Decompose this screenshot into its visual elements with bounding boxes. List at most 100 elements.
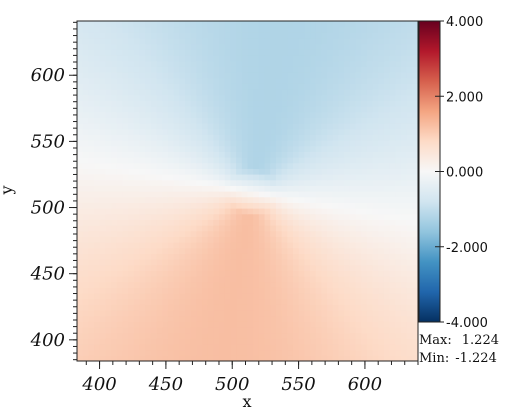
heatmap-cell <box>88 38 95 45</box>
heatmap-cell <box>292 236 300 243</box>
heatmap-cell <box>111 21 118 28</box>
heatmap-cell <box>395 77 402 84</box>
heatmap-cell <box>321 66 328 73</box>
heatmap-cell <box>105 21 112 28</box>
heatmap-cell <box>310 338 317 345</box>
heatmap-cell <box>167 32 175 39</box>
heatmap-cell <box>344 264 351 271</box>
heatmap-cell <box>94 253 101 260</box>
heatmap-cell <box>139 264 146 271</box>
heatmap-cell <box>344 32 351 39</box>
heatmap-cell <box>105 60 112 67</box>
heatmap-cell <box>133 106 141 113</box>
heatmap-cell <box>241 344 249 351</box>
heatmap-cell <box>372 270 379 277</box>
heatmap-cell <box>372 281 379 288</box>
heatmap-cell <box>332 128 340 135</box>
heatmap-cell <box>77 298 84 305</box>
heatmap-cell <box>412 72 418 79</box>
heatmap-cell <box>77 253 84 260</box>
heatmap-cell <box>258 38 266 45</box>
heatmap-cell <box>395 128 402 135</box>
heatmap-cell <box>128 83 135 90</box>
heatmap-cell <box>196 270 203 277</box>
heatmap-cell <box>383 253 391 260</box>
heatmap-cell <box>122 225 129 232</box>
heatmap-cell <box>383 304 391 311</box>
heatmap-cell <box>366 151 374 158</box>
heatmap-cell <box>292 89 300 96</box>
heatmap-cell <box>378 213 385 220</box>
heatmap-cell <box>82 315 89 322</box>
heatmap-cell <box>247 315 254 322</box>
heatmap-cell <box>202 111 209 118</box>
heatmap-cell <box>150 208 158 215</box>
heatmap-cell <box>94 128 101 135</box>
heatmap-cell <box>162 230 169 237</box>
heatmap-cell <box>224 21 232 28</box>
heatmap-cell <box>258 179 266 186</box>
heatmap-cell <box>133 179 141 186</box>
heatmap-cell <box>355 259 362 266</box>
heatmap-cell <box>412 162 418 169</box>
heatmap-cell <box>383 242 391 249</box>
heatmap-cell <box>116 242 124 249</box>
heatmap-cell <box>139 349 146 356</box>
heatmap-cell <box>94 191 101 198</box>
heatmap-cell <box>372 162 379 169</box>
heatmap-cell <box>400 145 408 152</box>
heatmap-cell <box>315 344 322 351</box>
heatmap-cell <box>111 26 118 33</box>
heatmap-cell <box>99 304 107 311</box>
heatmap-cell <box>247 230 254 237</box>
heatmap-cell <box>230 66 237 73</box>
heatmap-cell <box>344 117 351 124</box>
heatmap-cell <box>133 304 141 311</box>
heatmap-cell <box>145 208 152 215</box>
heatmap-cell <box>213 106 220 113</box>
heatmap-cell <box>292 287 300 294</box>
heatmap-cell <box>94 242 101 249</box>
heatmap-cell <box>133 123 141 130</box>
heatmap-cell <box>412 315 418 322</box>
heatmap-cell <box>349 247 357 254</box>
heatmap-cell <box>122 83 129 90</box>
heatmap-cell <box>258 60 266 67</box>
heatmap-cell <box>264 134 271 141</box>
heatmap-cell <box>230 89 237 96</box>
heatmap-cell <box>139 83 146 90</box>
heatmap-cell <box>327 32 334 39</box>
heatmap-cell <box>241 202 249 209</box>
heatmap-cell <box>111 185 118 192</box>
heatmap-cell <box>241 310 249 317</box>
heatmap-cell <box>361 157 368 164</box>
heatmap-cell <box>139 168 146 175</box>
heatmap-cell <box>395 43 402 50</box>
heatmap-cell <box>395 111 402 118</box>
heatmap-cell <box>349 202 357 209</box>
heatmap-cell <box>372 332 379 339</box>
heatmap-cell <box>128 355 135 361</box>
heatmap-cell <box>264 196 271 203</box>
heatmap-cell <box>196 349 203 356</box>
heatmap-cell <box>264 264 271 271</box>
heatmap-cell <box>264 77 271 84</box>
heatmap-cell <box>179 332 186 339</box>
heatmap-cell <box>105 327 112 334</box>
heatmap-cell <box>321 77 328 84</box>
heatmap-cell <box>82 310 89 317</box>
heatmap-cell <box>344 230 351 237</box>
heatmap-cell <box>150 168 158 175</box>
heatmap-cell <box>310 355 317 361</box>
heatmap-cell <box>139 94 146 101</box>
heatmap-cell <box>344 185 351 192</box>
heatmap-cell <box>258 253 266 260</box>
heatmap-cell <box>366 332 374 339</box>
heatmap-cell <box>275 225 283 232</box>
heatmap-cell <box>179 287 186 294</box>
heatmap-cell <box>304 315 311 322</box>
heatmap-cell <box>122 242 129 249</box>
heatmap-cell <box>247 349 254 356</box>
heatmap-cell <box>366 281 374 288</box>
